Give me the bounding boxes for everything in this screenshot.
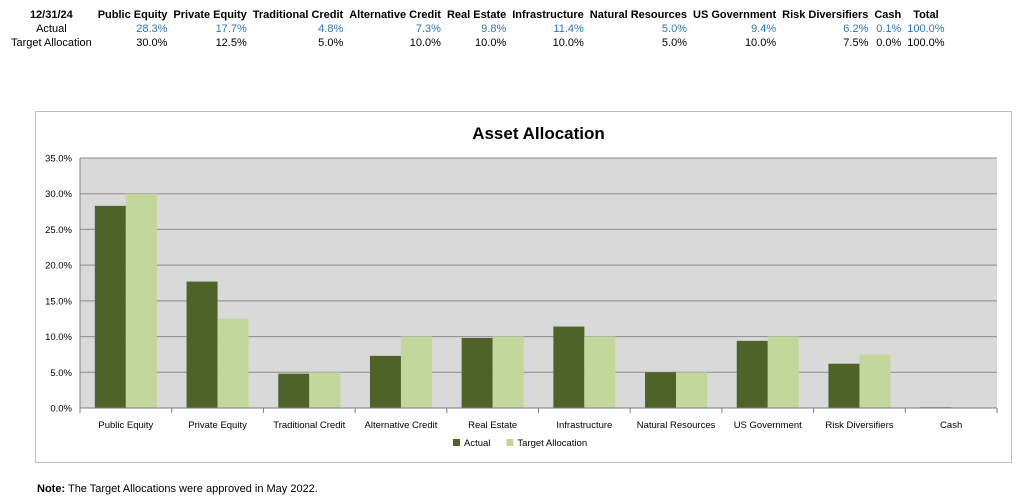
asset-allocation-chart: Asset Allocation 0.0% 5.0% 10.0% 15.0% 20.0% 2… <box>45 124 998 449</box>
bar-actual <box>186 281 218 408</box>
table-cell: 5.0% <box>318 37 344 49</box>
bar-target <box>400 336 432 408</box>
y-tick-label: 15.0% <box>45 296 72 307</box>
table-cell: 12.5% <box>215 37 247 49</box>
x-tick-label: Real Estate <box>468 420 517 431</box>
row-label: Actual <box>36 23 67 35</box>
table-cell: 10.0% <box>475 37 507 49</box>
x-tick-label: US Government <box>734 420 802 431</box>
x-tick-label: Cash <box>940 420 962 431</box>
table-header-cell: Natural Resources <box>589 9 687 21</box>
bar-target <box>584 336 616 408</box>
y-tick-label: 0.0% <box>50 404 72 415</box>
bar-actual <box>553 326 585 408</box>
bar-target <box>492 336 524 408</box>
bar-actual <box>461 338 493 408</box>
table-header-cell: Public Equity <box>97 9 168 21</box>
table-header-date: 12/31/24 <box>29 9 73 21</box>
footnote-label: Note: <box>37 483 66 495</box>
table-cell: 100.0% <box>907 23 945 35</box>
y-tick-label: 5.0% <box>50 368 72 379</box>
table-cell: 11.4% <box>553 23 584 35</box>
y-tick-label: 20.0% <box>45 261 72 272</box>
table-cell: 6.2% <box>843 23 869 35</box>
table-cell: 0.0% <box>876 37 902 49</box>
bar-actual <box>94 205 126 408</box>
x-tick-label: Private Equity <box>188 420 247 431</box>
bar-actual <box>736 340 768 408</box>
table-row-target: Target Allocation 30.0% 12.5% 5.0% 10.0%… <box>8 36 948 50</box>
x-tick-label: Risk Diversifiers <box>825 420 893 431</box>
bar-target <box>217 318 249 408</box>
table-row-actual: Actual 28.3% 17.7% 4.8% 7.3% 9.8% 11.4% … <box>8 22 948 36</box>
bar-actual <box>645 372 677 408</box>
bar-actual <box>278 373 310 408</box>
table-cell: 100.0% <box>907 37 945 49</box>
footnote-text: The Target Allocations were approved in … <box>67 483 318 495</box>
y-tick-label: 30.0% <box>45 189 72 200</box>
table-header-cell: Cash <box>874 9 902 21</box>
row-label: Target Allocation <box>11 37 92 49</box>
chart-title: Asset Allocation <box>472 124 605 143</box>
y-tick-label: 35.0% <box>45 154 72 165</box>
x-tick-label: Traditional Credit <box>273 420 345 431</box>
table-cell: 30.0% <box>136 37 168 49</box>
x-tick-label: Public Equity <box>98 420 153 431</box>
y-tick-label: 10.0% <box>45 332 72 343</box>
table-cell: 7.3% <box>415 23 441 35</box>
table-cell: 17.7% <box>215 23 247 35</box>
bar-target <box>309 372 341 408</box>
table-header-cell: Real Estate <box>446 9 507 21</box>
table-cell: 10.0% <box>552 37 584 49</box>
x-tick-label: Alternative Credit <box>365 420 438 431</box>
table-cell: 10.0% <box>409 37 441 49</box>
bar-target <box>767 336 799 408</box>
table-cell: 28.3% <box>136 23 168 35</box>
table-cell: 9.8% <box>481 23 507 35</box>
bar-actual <box>369 355 401 408</box>
table-header-cell: Private Equity <box>173 9 247 21</box>
allocation-summary-table: 12/31/24 Public Equity Private Equity Tr… <box>8 8 948 50</box>
table-cell: 7.5% <box>843 37 869 49</box>
table-cell: 10.0% <box>744 37 777 49</box>
legend-swatch <box>506 439 514 446</box>
table-header-cell: Total <box>913 9 939 21</box>
table-header-cell: Traditional Credit <box>252 9 344 21</box>
x-tick-label: Infrastructure <box>556 420 612 431</box>
y-tick-label: 25.0% <box>45 225 72 236</box>
table-cell: 5.0% <box>661 23 687 35</box>
footnote: Note: The Target Allocations were approv… <box>37 483 318 495</box>
table-header-cell: Infrastructure <box>512 9 584 21</box>
table-header-cell: Alternative Credit <box>349 9 441 21</box>
bar-target <box>676 372 708 408</box>
table-cell: 9.4% <box>751 23 777 35</box>
table-cell: 5.0% <box>661 37 687 49</box>
chart-container: Asset Allocation 0.0% 5.0% 10.0% 15.0% 20.0% 2… <box>35 111 1012 463</box>
bar-actual <box>828 363 860 408</box>
table-header-cell: Risk Diversifiers <box>782 9 869 21</box>
bar-target <box>125 193 157 408</box>
table-cell: 4.8% <box>318 23 344 35</box>
legend-label: Actual <box>464 438 490 449</box>
table-header-row: 12/31/24 Public Equity Private Equity Tr… <box>8 8 948 22</box>
table-cell: 0.1% <box>876 23 902 35</box>
table-header-cell: US Government <box>693 9 777 21</box>
legend-swatch <box>453 439 460 446</box>
legend-label: Target Allocation <box>517 438 587 449</box>
x-tick-label: Natural Resources <box>637 420 716 431</box>
bar-target <box>859 354 891 408</box>
